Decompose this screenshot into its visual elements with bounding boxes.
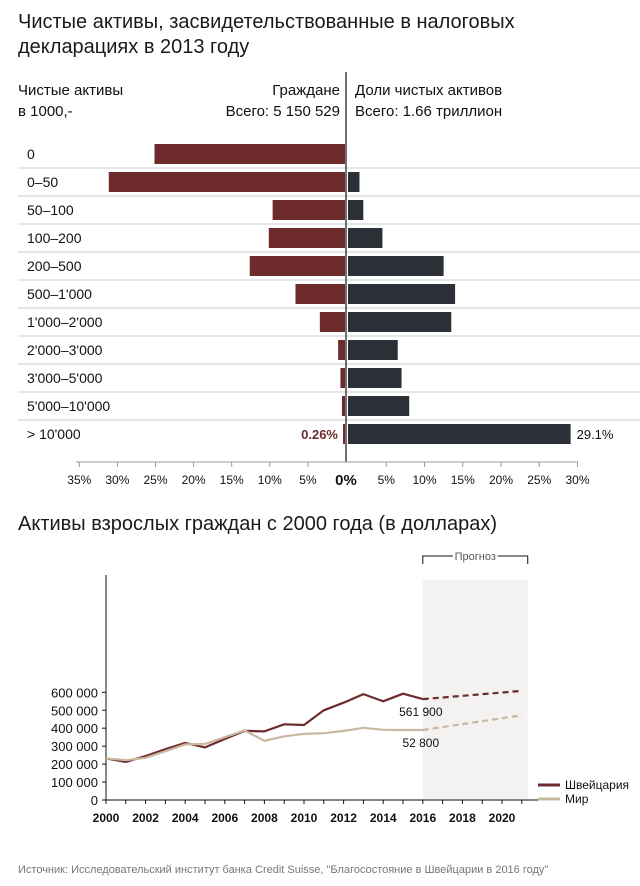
asset-share-header-line2: Всего: 1.66 триллион [355,103,503,120]
x-tick-label: 2014 [370,811,397,825]
category-label: 500–1'000 [27,286,92,302]
x-tick-label: 2020 [489,811,516,825]
x-tick-label: 2016 [409,811,436,825]
x-tick-label: 2018 [449,811,476,825]
x-tick-label: 10% [258,473,282,487]
bar-asset-share [348,228,383,248]
y-tick-label: 500 000 [51,703,98,718]
net-assets-header-line1: Чистые активы [18,82,124,99]
line-world [105,726,423,762]
bar-citizens [343,424,345,444]
bar-asset-share [348,312,452,332]
y-tick-label: 0 [91,793,98,808]
chart1-title: Чистые активы, засвидетельствованные в н… [18,11,515,58]
bar-asset-share [348,200,364,220]
net-assets-header-line2: в 1000,- [18,103,73,120]
legend-label: Швейцария [565,778,629,792]
x-tick-label: 25% [527,473,551,487]
data-label-switzerland: 561 900 [399,705,443,719]
bar-asset-share [348,284,456,304]
x-tick-label: 2008 [251,811,278,825]
category-label: > 10'000 [27,426,81,442]
category-label: 50–100 [27,202,74,218]
forecast-label: Прогноз [455,551,496,563]
x-tick-label: 25% [143,473,167,487]
bar-citizens [268,228,345,248]
net-assets-header: Чистые активы в 1000,- [18,80,123,122]
bar-asset-share [348,368,402,388]
x-tick-label: 5% [299,473,317,487]
x-tick-label: 5% [378,473,396,487]
source-note: Источник: Исследовательский институт бан… [18,864,549,876]
chart2-title: Активы взрослых граждан с 2000 года (в д… [18,513,497,535]
asset-share-header: Доли чистых активов Всего: 1.66 триллион [355,80,502,122]
data-label-citizens-top: 0.26% [301,427,338,442]
x-tick-label: 2012 [330,811,357,825]
y-tick-label: 100 000 [51,775,98,790]
x-tick-label: 20% [182,473,206,487]
x-tick-label: 30% [105,473,129,487]
bar-citizens [154,144,345,164]
forecast-line-world [422,714,522,732]
citizens-header: Граждане Всего: 5 150 529 [226,80,340,122]
category-label: 2'000–3'000 [27,342,103,358]
bar-citizens [341,396,345,416]
data-label-asset-share-top: 29.1% [577,427,614,442]
bar-asset-share [348,424,571,444]
bar-citizens [340,368,345,388]
x-tick-label: 20% [489,473,513,487]
bar-citizens [249,256,345,276]
bar-citizens [272,200,345,220]
x-tick-label: 35% [67,473,91,487]
forecast-line-switzerland [422,689,522,701]
category-label: 0 [27,146,35,162]
category-label: 0–50 [27,174,58,190]
category-label: 200–500 [27,258,82,274]
asset-share-header-line1: Доли чистых активов [355,82,503,99]
y-tick-label: 300 000 [51,739,98,754]
bar-citizens [295,284,345,304]
y-tick-label: 400 000 [51,721,98,736]
bar-asset-share [348,256,444,276]
y-tick-label: 200 000 [51,757,98,772]
line-switzerland [105,692,424,763]
forecast-region [422,580,528,800]
x-tick-label: 2010 [291,811,318,825]
bar-citizens [319,312,345,332]
x-tick-label: 15% [451,473,475,487]
y-tick-label: 600 000 [51,685,98,700]
x-tick-label: 2004 [172,811,199,825]
citizens-header-line1: Граждане [272,82,340,99]
x-tick-label: 10% [412,473,436,487]
assets-line-chart: Прогноз 0 100 000 200 000 300 000 400 000 500 … [51,551,629,825]
category-label: 100–200 [27,230,82,246]
category-label: 5'000–10'000 [27,398,110,414]
bar-citizens [338,340,345,360]
legend-label: Мир [565,792,589,806]
x-tick-label: 2006 [211,811,238,825]
category-label: 1'000–2'000 [27,314,103,330]
x-tick-label-center: 0% [335,472,357,489]
data-label-world: 52 800 [402,736,439,750]
x-tick-label: 30% [565,473,589,487]
bar-asset-share [348,396,410,416]
bar-citizens [108,172,345,192]
category-label: 3'000–5'000 [27,370,103,386]
butterfly-bar-chart: 0 0–50 50–100 100–200 200–500 500–1'000 1'000–… [18,72,640,489]
x-tick-label: 2000 [93,811,120,825]
bar-asset-share [348,172,360,192]
forecast-bracket [422,555,529,564]
citizens-header-line2: Всего: 5 150 529 [225,103,340,120]
bar-asset-share [348,340,398,360]
x-tick-label: 2002 [132,811,159,825]
x-tick-label: 15% [220,473,244,487]
